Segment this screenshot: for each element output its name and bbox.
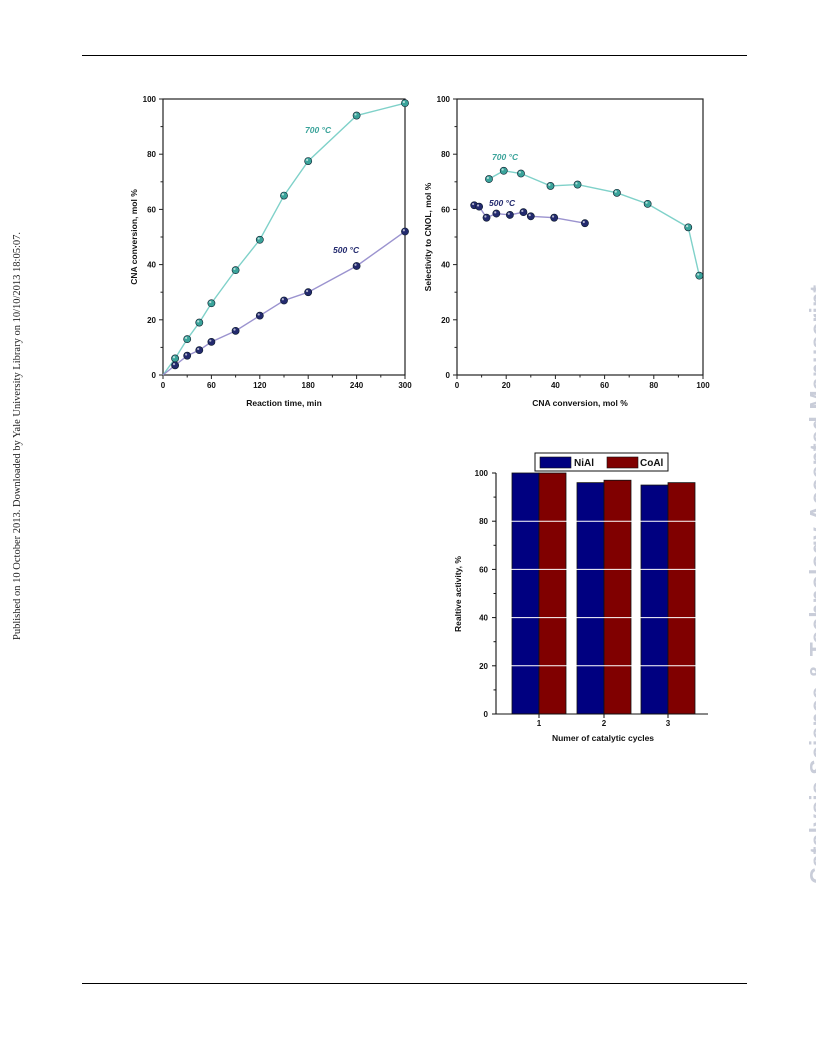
y-tick-label: 40 (147, 261, 156, 270)
series-500C-point-highlight (551, 215, 555, 218)
y-tick-label: 0 (446, 371, 451, 380)
y-tick-label: 20 (147, 316, 156, 325)
x-tick-label: 2 (602, 719, 607, 728)
x-tick-label: 3 (666, 719, 671, 728)
series-500C-point-highlight (582, 220, 585, 224)
x-tick-label: 40 (551, 381, 560, 390)
y-tick-label: 60 (147, 205, 156, 214)
x-tick-label: 1 (537, 719, 542, 728)
x-tick-label: 60 (207, 381, 216, 390)
bar-nial (576, 482, 605, 715)
series-700C-point-highlight (645, 201, 648, 204)
series-700C-point-highlight (354, 113, 357, 116)
x-axis-label: CNA conversion, mol % (532, 398, 628, 408)
legend-label-coal: CoAl (640, 458, 664, 469)
series-700C-point-highlight (306, 158, 309, 161)
series-700C-label: 700 °C (305, 125, 332, 135)
series-500C-point-highlight (209, 339, 212, 342)
x-tick-label: 80 (649, 381, 658, 390)
series-700C-point-highlight (686, 225, 689, 228)
y-tick-label: 40 (479, 614, 488, 623)
series-500C-point-highlight (306, 289, 309, 293)
y-tick-label: 60 (479, 565, 488, 574)
bar-coal (667, 482, 696, 715)
y-tick-label: 0 (152, 371, 157, 380)
legend-label-nial: NiAl (574, 458, 594, 469)
footer-rule (82, 983, 747, 984)
y-tick-label: 100 (475, 469, 489, 478)
series-500C-point-highlight (281, 298, 284, 301)
series-700C-point-highlight (486, 176, 489, 179)
x-axis-label: Reaction time, min (246, 398, 322, 408)
y-tick-label: 0 (484, 710, 489, 719)
series-700C-point-highlight (402, 100, 405, 104)
y-tick-label: 80 (479, 517, 488, 526)
legend-swatch-coal (606, 456, 639, 469)
series-500C-point-highlight (172, 363, 176, 366)
series-500C-point-highlight (484, 215, 487, 218)
y-axis-label: Selectivity to CNOL, mol % (423, 182, 433, 291)
chart-legend: NiAl CoAl (534, 452, 669, 472)
series-700C-point-highlight (501, 168, 504, 171)
y-tick-label: 60 (441, 205, 450, 214)
series-700C-point-highlight (518, 171, 521, 174)
plot-frame (162, 98, 406, 376)
y-tick-label: 80 (147, 150, 156, 159)
series-700C-point-highlight (575, 182, 578, 185)
series-500C-point-highlight (494, 211, 497, 214)
header-rule (82, 55, 747, 56)
x-tick-label: 120 (253, 381, 267, 390)
bar-nial (640, 484, 669, 715)
series-700C-point-highlight (209, 300, 212, 304)
x-tick-label: 60 (600, 381, 609, 390)
y-tick-label: 80 (441, 150, 450, 159)
series-700C-point-highlight (281, 193, 284, 196)
series-500C-label: 500 °C (333, 245, 360, 255)
series-500C-point-highlight (197, 347, 200, 351)
series-700C-point-highlight (548, 183, 551, 186)
x-tick-label: 100 (696, 381, 710, 390)
series-500C-point-highlight (507, 212, 510, 215)
series-500C-point-highlight (472, 202, 475, 206)
bar-coal (538, 472, 567, 715)
series-700C-point-highlight (185, 336, 188, 340)
y-tick-label: 100 (143, 95, 157, 104)
x-tick-label: 0 (161, 381, 166, 390)
y-tick-label: 20 (479, 662, 488, 671)
legend-swatch-nial (539, 456, 572, 469)
x-tick-label: 0 (455, 381, 460, 390)
x-tick-label: 20 (502, 381, 511, 390)
y-axis-label: CNA conversion, mol % (129, 189, 139, 285)
x-tick-label: 180 (302, 381, 316, 390)
series-700C-point-highlight (233, 267, 236, 271)
x-tick-label: 240 (350, 381, 364, 390)
y-tick-label: 100 (437, 95, 451, 104)
series-700C-point-highlight (197, 320, 200, 323)
series-500C-point-highlight (476, 204, 480, 207)
series-700C-point-highlight (257, 237, 260, 240)
plot-frame (456, 98, 704, 376)
x-axis-label: Numer of catalytic cycles (552, 733, 654, 743)
series-700C-point-highlight (614, 190, 617, 193)
series-700C-point-highlight (172, 356, 176, 359)
series-500C-point-highlight (185, 353, 188, 356)
y-tick-label: 40 (441, 261, 450, 270)
series-500C-point-highlight (528, 214, 531, 217)
series-700C-point-highlight (697, 273, 700, 276)
bar-coal (603, 479, 632, 715)
y-axis-label: Realtive activity, % (453, 556, 463, 632)
series-500C-point-highlight (354, 263, 357, 266)
series-500C-point-highlight (233, 328, 236, 331)
series-500C-point-highlight (521, 209, 524, 213)
y-tick-label: 20 (441, 316, 450, 325)
series-500C-point-highlight (402, 229, 405, 232)
series-700C-label: 700 °C (492, 152, 519, 162)
series-500C-label: 500 °C (489, 198, 516, 208)
series-500C-point-highlight (257, 313, 260, 316)
x-tick-label: 300 (398, 381, 412, 390)
bar-nial (511, 472, 540, 715)
